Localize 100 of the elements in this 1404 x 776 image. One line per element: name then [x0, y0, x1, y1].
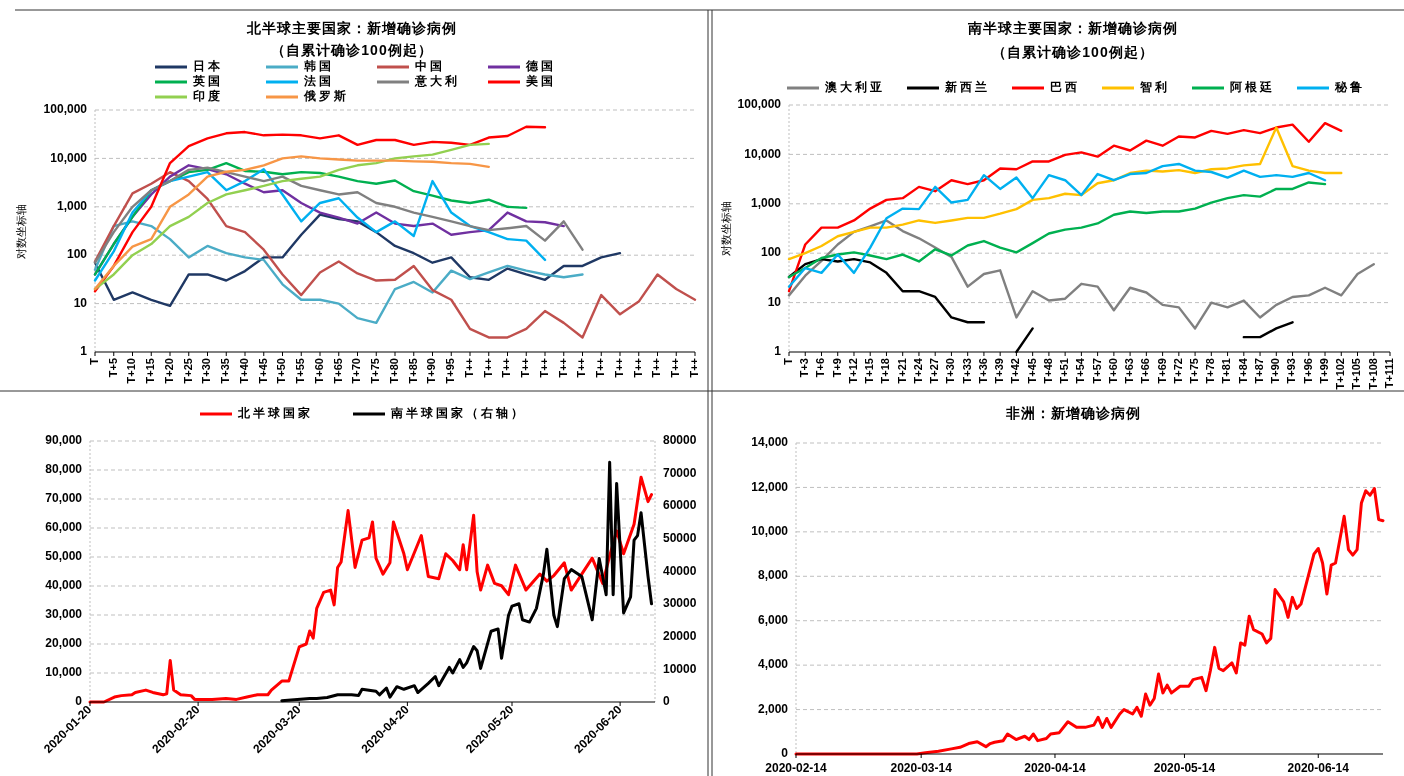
x-tick-label: T+96: [1301, 358, 1314, 384]
x-tick-label: T+81: [1220, 358, 1233, 384]
y-axis-title: 对数坐标轴: [14, 203, 27, 259]
x-tick-label: T+36: [976, 358, 989, 384]
y-tick-label: 100: [760, 245, 782, 260]
x-tick-label: 2020-04-14: [1024, 761, 1086, 775]
x-tick-label: T+9: [830, 358, 843, 378]
x-tick-label: T+35: [219, 358, 232, 384]
x-tick-label: T+45: [256, 358, 269, 384]
x-tick-label: T++: [537, 358, 550, 378]
legend-label: 澳大利亚: [824, 80, 885, 95]
y2-tick-label: 80000: [663, 433, 697, 448]
line-series: [787, 181, 1327, 279]
x-tick-label: T+78: [1204, 358, 1217, 384]
y2-tick-label: 60000: [663, 498, 697, 513]
x-tick-label: T+3: [798, 358, 811, 378]
legend-label: 法国: [303, 74, 334, 89]
x-tick-label: T++: [687, 358, 700, 378]
y-tick-label: 12,000: [751, 479, 789, 494]
y2-tick-label: 10000: [663, 661, 697, 676]
x-tick-label: T+12: [846, 358, 859, 384]
x-tick-label: T+65: [331, 358, 344, 384]
y-tick-label: 1,000: [750, 195, 782, 210]
x-tick-label: T+111: [1382, 358, 1395, 389]
legend-label: 美国: [525, 74, 556, 89]
legend-label: 英国: [192, 74, 223, 89]
x-tick-label: T++: [481, 358, 494, 378]
x-tick-label: T+95: [444, 358, 457, 384]
y-tick-label: 100,000: [43, 102, 88, 117]
legend-label: 阿根廷: [1230, 80, 1275, 95]
line-series: [787, 121, 1343, 293]
x-tick-label: T++: [462, 358, 475, 378]
x-tick-label: T+39: [993, 358, 1006, 384]
y-tick-label: 90,000: [45, 433, 83, 448]
y-tick-label: 10,000: [744, 146, 782, 161]
x-tick-label: T+24: [911, 357, 924, 384]
x-tick-label: 2020-03-14: [890, 761, 953, 775]
x-tick-label: T+21: [895, 358, 908, 384]
x-tick-label: T+69: [1155, 358, 1168, 384]
x-tick-label: T+20: [162, 358, 175, 384]
x-tick-label: T+27: [928, 358, 941, 384]
y-tick-label: 1,000: [56, 198, 88, 213]
line-series: [794, 487, 1385, 756]
legend-label: 北半球国家: [237, 406, 313, 421]
x-tick-label: T+87: [1252, 358, 1265, 384]
legend-label: 俄罗斯: [303, 89, 349, 104]
x-tick-label: T+15: [144, 358, 157, 384]
y-tick-label: 1: [80, 344, 88, 359]
x-tick-label: T++: [631, 358, 644, 378]
y-axis-title: 对数坐标轴: [719, 201, 732, 256]
x-tick-label: T+18: [879, 358, 892, 384]
legend-label: 中国: [415, 59, 445, 74]
x-tick-label: T++: [556, 358, 569, 378]
x-tick-label: T++: [519, 358, 532, 378]
x-tick-label: T++: [594, 358, 607, 378]
legend-label: 日本: [193, 59, 223, 74]
y2-tick-label: 40000: [663, 563, 697, 578]
legend-label: 德国: [525, 59, 556, 74]
x-tick-label: T+10: [125, 358, 138, 384]
y-tick-label: 10,000: [45, 665, 83, 680]
x-tick-label: 2020-05-14: [1153, 761, 1216, 775]
x-tick-label: T+75: [1187, 358, 1200, 384]
x-tick-label: T+90: [1269, 358, 1282, 384]
x-tick-label: T+25: [181, 358, 194, 384]
legend-label: 秘鲁: [1334, 80, 1365, 95]
y2-tick-label: 70000: [663, 465, 697, 480]
y-tick-label: 30,000: [45, 607, 83, 622]
y-tick-label: 60,000: [45, 520, 83, 535]
x-tick-label: T+57: [1090, 358, 1103, 384]
y-tick-label: 2,000: [757, 701, 789, 716]
legend-label: 智利: [1139, 80, 1170, 95]
line-series: [93, 166, 584, 264]
x-tick-label: T+30: [944, 358, 957, 384]
x-tick-label: T+93: [1285, 358, 1298, 384]
y-tick-label: 8,000: [757, 568, 789, 583]
y-tick-label: 0: [781, 746, 789, 761]
x-tick-label: T+70: [350, 358, 363, 384]
y-tick-label: 50,000: [45, 549, 83, 564]
x-tick-label: T++: [500, 358, 513, 378]
y-tick-label: 10: [767, 294, 782, 309]
x-tick-label: T+60: [312, 358, 325, 384]
chart-title: 南半球主要国家：新增确诊病例: [967, 20, 1178, 36]
y2-tick-label: 20000: [663, 628, 697, 643]
y-tick-label: 100,000: [737, 97, 782, 112]
line-series: [787, 126, 1343, 261]
x-tick-label: T: [781, 357, 794, 365]
x-tick-label: T+108: [1366, 358, 1379, 390]
chart-title: 北半球主要国家：新增确诊病例: [246, 20, 457, 36]
x-tick-label: T+50: [275, 358, 288, 384]
y-tick-label: 70,000: [45, 491, 83, 506]
x-tick-label: T+75: [369, 358, 382, 384]
legend-label: 南半球国家（右轴）: [390, 406, 526, 421]
y-tick-label: 40,000: [45, 578, 83, 593]
x-tick-label: T+45: [1025, 358, 1038, 384]
x-tick-label: 2020-02-14: [765, 761, 828, 775]
legend-label: 印度: [193, 89, 223, 104]
x-tick-label: T+40: [237, 358, 250, 384]
legend-label: 韩国: [303, 59, 334, 74]
x-tick-label: T+55: [294, 358, 307, 384]
x-tick-label: T+54: [1074, 357, 1087, 384]
